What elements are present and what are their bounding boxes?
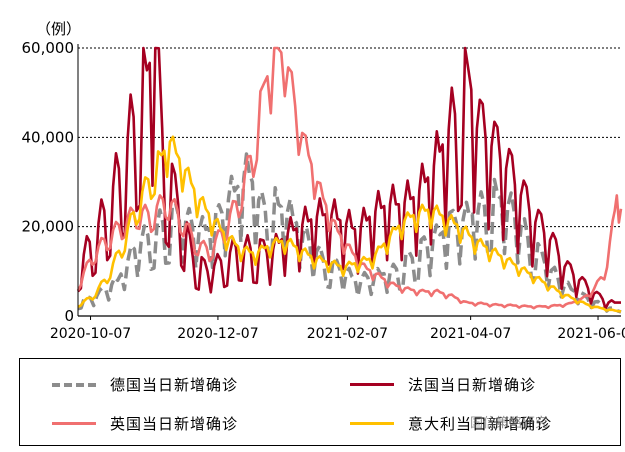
series-line — [76, 46, 623, 310]
legend-label-italy: 意大利当日新增确诊 — [408, 415, 553, 433]
watermark-text: 国信策略研究 — [470, 416, 549, 431]
x-tick-label: 2020-12-07 — [177, 326, 258, 342]
legend-swatch-france — [350, 383, 394, 386]
x-tick-label: 2021-04-07 — [430, 326, 511, 342]
x-tick-label: 2021-06-07 — [557, 326, 625, 342]
legend-item-germany: 德国当日新增确诊 — [52, 374, 238, 395]
series-lines — [76, 46, 623, 314]
legend-label-germany: 德国当日新增确诊 — [110, 376, 239, 394]
y-tick-label: 40,000 — [22, 128, 75, 146]
x-tick-label: 2020-10-07 — [50, 326, 131, 342]
y-tick-labels: 0 20,000 40,000 60,000 — [22, 39, 75, 325]
x-tick-label: 2021-02-07 — [307, 326, 388, 342]
legend-label-france: 法国当日新增确诊 — [408, 376, 537, 394]
legend-item-italy: 意大利当日新增确诊 — [350, 413, 552, 434]
legend-label-uk: 英国当日新增确诊 — [110, 415, 239, 433]
y-tick-label: 0 — [64, 307, 74, 325]
legend-item-france: 法国当日新增确诊 — [350, 374, 536, 395]
legend-swatch-italy — [350, 422, 394, 425]
legend: 德国当日新增确诊 法国当日新增确诊 英国当日新增确诊 意大利当日新增确诊 — [19, 358, 621, 446]
legend-item-uk: 英国当日新增确诊 — [52, 413, 238, 434]
y-tick-label: 20,000 — [22, 218, 75, 236]
series-line — [77, 135, 622, 313]
legend-swatch-uk — [52, 422, 96, 425]
y-axis-unit-label: （例） — [36, 20, 81, 38]
axes — [77, 44, 621, 317]
x-tick-labels: 2020-10-07 2020-12-07 2021-02-07 2021-04-07… — [50, 316, 625, 342]
y-tick-label: 60,000 — [22, 39, 75, 57]
series-line — [77, 152, 622, 314]
legend-swatch-germany — [52, 382, 96, 387]
